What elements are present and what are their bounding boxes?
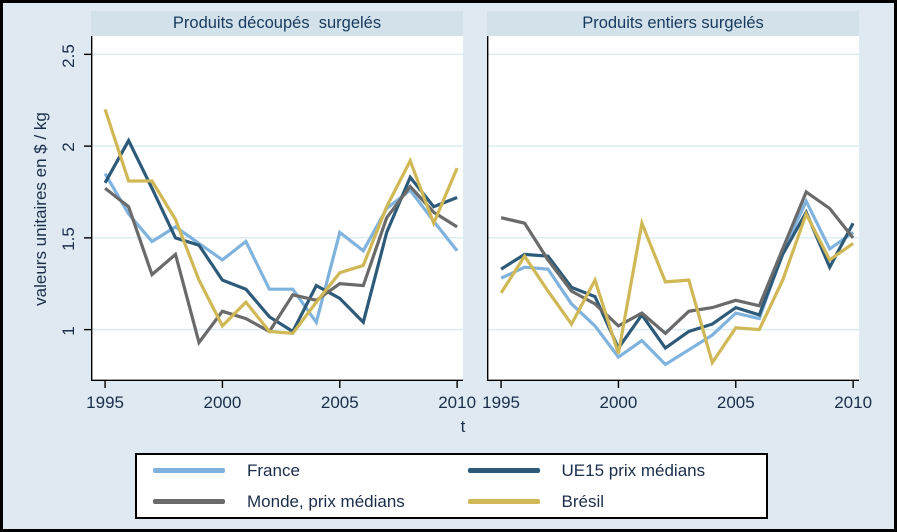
- plot-area: [487, 36, 859, 381]
- x-tick-label: 2005: [717, 393, 755, 412]
- series-line-monde-prix-m-dians: [500, 189, 855, 336]
- monde-line-sample: [153, 499, 225, 504]
- y-tick-label-1_5: 1.5: [59, 227, 78, 251]
- series-line-france: [500, 197, 855, 367]
- bresil-line-sample: [467, 499, 540, 504]
- plot-area: [91, 36, 463, 381]
- legend-label-ue15: UE15 prix médians: [561, 460, 706, 480]
- legend-item-france: France: [137, 455, 452, 486]
- series-line-france: [103, 172, 459, 327]
- series-line-br-sil: [103, 108, 459, 335]
- y-axis-title: valeurs unitaires en $ / kg: [31, 112, 50, 306]
- legend-item-monde: Monde, prix médians: [137, 486, 452, 517]
- x-tick-label: 1995: [86, 393, 124, 412]
- x-tick-label: 2010: [438, 393, 476, 412]
- series-line-ue15-prix-m-dians: [500, 208, 855, 352]
- ue15-line-sample: [467, 468, 540, 473]
- legend-item-ue15: UE15 prix médians: [452, 455, 767, 486]
- legend-box: France UE15 prix médians Monde, prix méd…: [135, 453, 768, 519]
- x-tick-label: 2010: [834, 393, 872, 412]
- legend-item-bresil: Brésil: [452, 486, 767, 517]
- chart-panel-decoupes: 1995 2000 2005 2010: [84, 36, 476, 412]
- legend-label-monde: Monde, prix médians: [247, 491, 405, 511]
- chart-panel-entiers: 1995 2000 2005 2010: [482, 36, 872, 412]
- x-tick-label: 2000: [600, 393, 638, 412]
- series-line-monde-prix-m-dians: [104, 183, 458, 347]
- y-tick-label-2_5: 2.5: [59, 44, 78, 68]
- y-tick-label-1: 1: [59, 326, 78, 336]
- legend-label-bresil: Brésil: [561, 491, 605, 511]
- series-line-ue15-prix-m-dians: [103, 137, 458, 334]
- x-axis-title: t: [460, 417, 466, 436]
- series-line-br-sil: [499, 209, 855, 367]
- x-tick-label: 2005: [321, 393, 359, 412]
- legend-label-france: France: [247, 460, 300, 480]
- y-tick-label-2: 2: [59, 142, 78, 152]
- panel-title-entiers: Produits entiers surgelés: [487, 11, 859, 36]
- france-line-sample: [153, 468, 225, 473]
- x-tick-label: 2000: [204, 393, 242, 412]
- panel-title-decoupes: Produits découpés surgelés: [91, 11, 463, 36]
- x-tick-label: 1995: [482, 393, 520, 412]
